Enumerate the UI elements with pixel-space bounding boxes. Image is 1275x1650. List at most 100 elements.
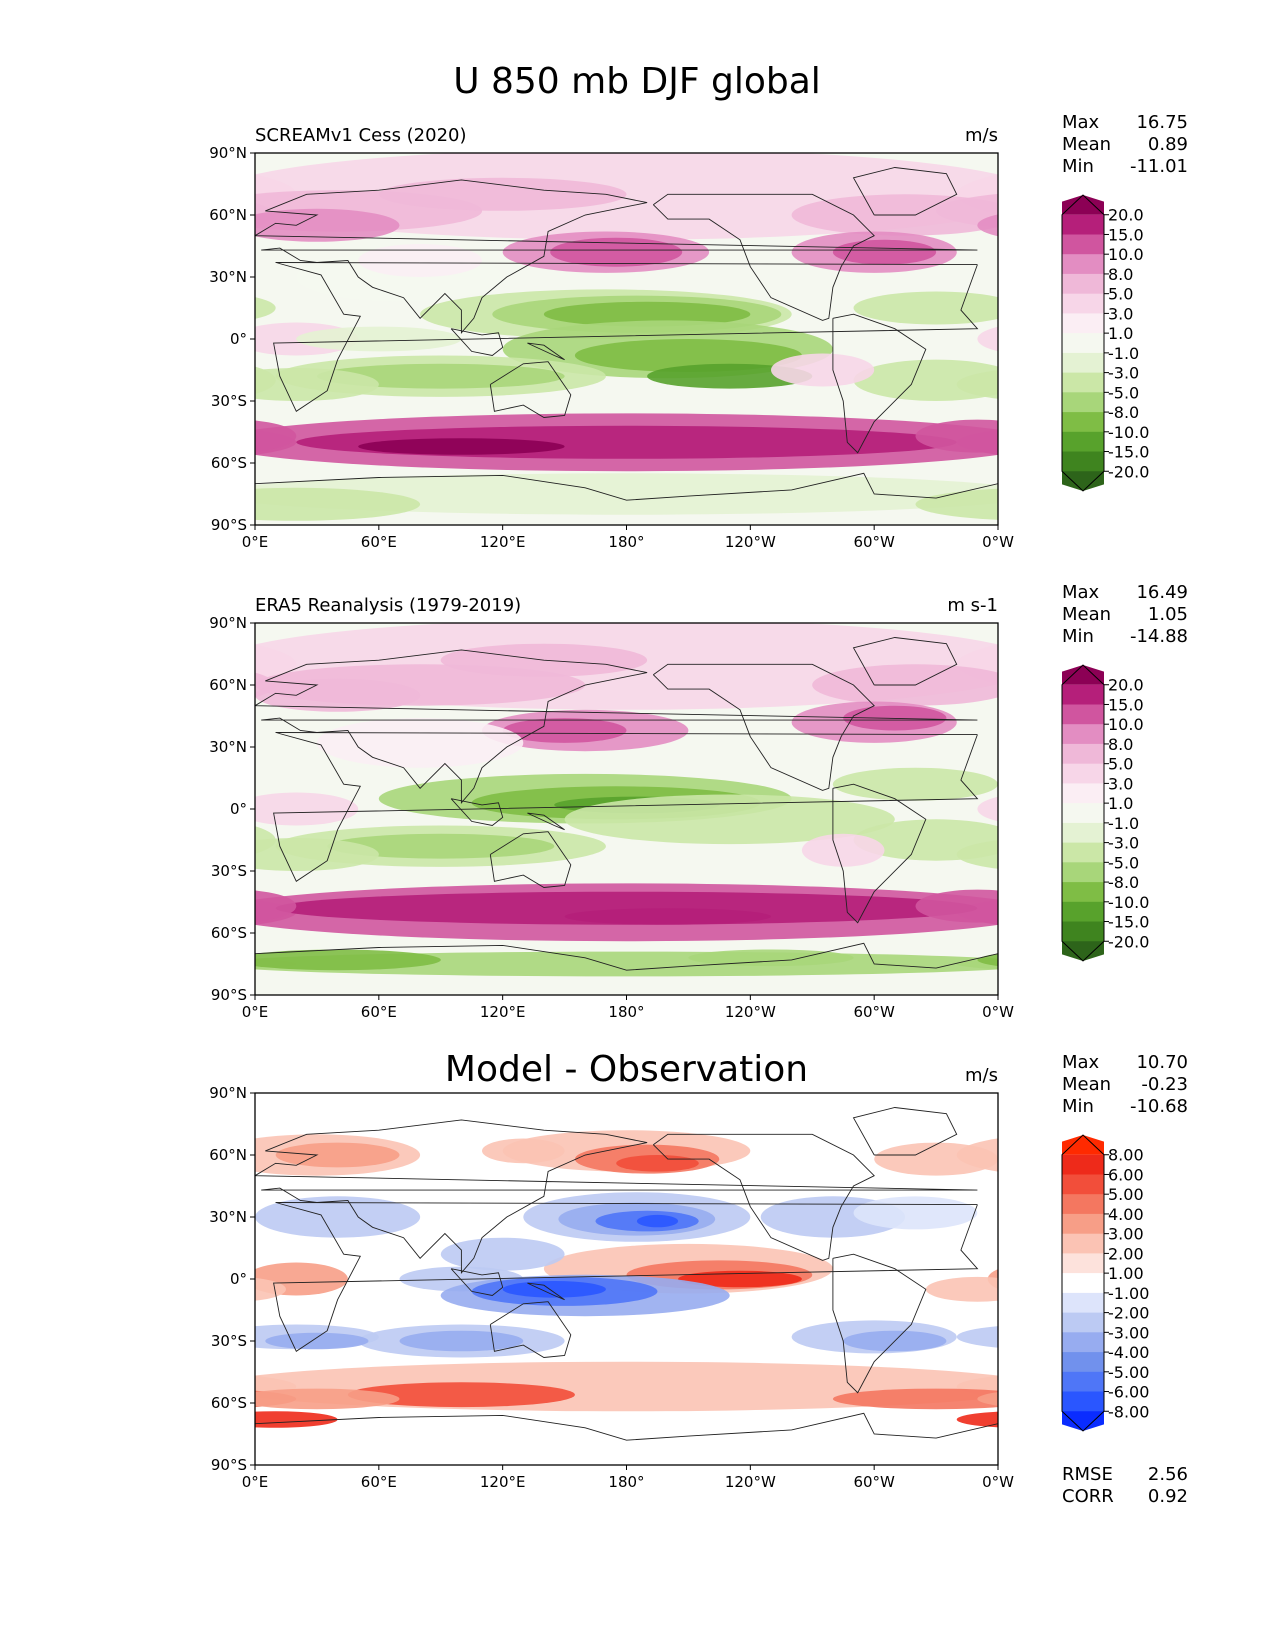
x-tick-label: 0°W: [982, 1003, 1014, 1021]
colorbar-label: -2.00: [1108, 1304, 1149, 1323]
colorbar-label: -8.0: [1108, 873, 1139, 892]
colorbar-label: 3.00: [1108, 1225, 1144, 1244]
stat-value: 16.75: [1136, 112, 1188, 133]
x-tick-label: 0°W: [982, 1473, 1014, 1491]
stat-value: 10.70: [1136, 1052, 1188, 1073]
colorbar-segment: [1062, 724, 1104, 745]
colorbar-segment: [1062, 763, 1104, 784]
x-tick-label: 180°: [608, 1003, 644, 1021]
colorbar-label: -5.0: [1108, 853, 1139, 872]
y-tick-label: 0°: [230, 330, 247, 348]
coastline: [652, 663, 875, 791]
colorbar-label: -20.0: [1108, 462, 1149, 481]
contour-region: [255, 890, 297, 922]
contour-region: [801, 833, 885, 867]
stat-value: 16.49: [1136, 582, 1188, 603]
panel-units: m s-1: [947, 595, 998, 616]
corr-value: 0.92: [1148, 1486, 1188, 1507]
stat-label: Max: [1062, 582, 1100, 603]
colorbar-label: -4.00: [1108, 1343, 1149, 1362]
contour-region: [378, 177, 627, 211]
stat-value: 1.05: [1148, 604, 1188, 625]
panel-title: Model - Observation: [445, 1049, 808, 1090]
colorbar-label: -6.00: [1108, 1383, 1149, 1402]
x-tick-label: 0°E: [242, 1473, 269, 1491]
colorbar-extend-max: [1062, 1135, 1104, 1155]
panel-obs: 0°E 60°E 120°E 180° 120°W 60°W 0°W 90°N 60°N 30°N…: [209, 582, 1188, 1021]
colorbar-segment: [1062, 412, 1104, 433]
contour-region: [358, 244, 482, 277]
colorbar-segment: [1062, 254, 1104, 275]
colorbar-label: 20.0: [1108, 676, 1144, 695]
panel-model: 0°E 60°E 120°E 180° 120°W 60°W 0°W 90°N 60°N 30°N…: [209, 112, 1188, 551]
x-tick-label: 120°W: [725, 533, 776, 551]
colorbar-label: 5.0: [1108, 755, 1133, 774]
colorbar-label: 15.0: [1108, 695, 1144, 714]
x-tick-label: 60°E: [361, 533, 397, 551]
contour-region: [265, 1332, 369, 1350]
contour-region: [915, 488, 998, 520]
figure-title: U 850 mb DJF global: [453, 61, 821, 102]
colorbar-segment: [1062, 783, 1104, 804]
contour-region: [832, 239, 937, 265]
colorbar-segment: [1062, 293, 1104, 314]
contour-region: [255, 1411, 338, 1428]
colorbar-label: 15.0: [1108, 225, 1144, 244]
colorbar-label: -20.0: [1108, 932, 1149, 951]
x-tick-label: 60°W: [853, 533, 895, 551]
colorbar-label: 3.0: [1108, 304, 1133, 323]
colorbar-label: -10.0: [1108, 423, 1149, 442]
colorbar-label: -8.00: [1108, 1402, 1149, 1421]
coastline: [489, 361, 572, 418]
coastline: [852, 637, 958, 686]
y-tick-label: 90°N: [209, 144, 247, 162]
contour-region: [317, 363, 565, 389]
coastline: [450, 328, 504, 356]
panel-diff: 0°E 60°E 120°E 180° 120°W 60°W 0°W 90°N 60°N 30°N…: [209, 1049, 1188, 1507]
contour-region: [255, 678, 421, 712]
contour-region: [255, 838, 379, 871]
colorbar-label: 6.00: [1108, 1165, 1144, 1184]
colorbar-segment: [1062, 1371, 1104, 1393]
colorbar-extend-min: [1062, 471, 1104, 491]
stat-value: 0.89: [1148, 134, 1188, 155]
colorbar-extend-max: [1062, 195, 1104, 215]
coastline: [527, 342, 565, 361]
contour-region: [853, 819, 998, 861]
colorbar-label: 1.0: [1108, 794, 1133, 813]
colorbar-segment: [1062, 1352, 1104, 1373]
coastline: [652, 193, 875, 321]
y-tick-label: 60°N: [209, 676, 247, 694]
map-area: [255, 623, 998, 995]
coastline: [255, 649, 978, 805]
colorbar-extend-max: [1062, 665, 1104, 685]
colorbar-label: -8.0: [1108, 403, 1139, 422]
coastline: [832, 1253, 927, 1394]
colorbar-segment: [1062, 704, 1104, 725]
colorbar-label: 10.0: [1108, 715, 1144, 734]
colorbar-segment: [1062, 1194, 1104, 1215]
colorbar-segment: [1062, 313, 1104, 334]
colorbar-label: 8.0: [1108, 265, 1133, 284]
contour-region: [255, 174, 297, 215]
colorbar-label: -5.00: [1108, 1363, 1149, 1382]
y-tick-label: 30°N: [209, 738, 247, 756]
contour-region: [482, 1138, 565, 1164]
contour-region: [255, 208, 400, 242]
contour-region: [275, 1142, 400, 1168]
stat-label: Min: [1062, 626, 1094, 647]
contour-region: [678, 1270, 802, 1288]
colorbar-segment: [1062, 372, 1104, 393]
map-area: [255, 1093, 998, 1465]
contour-region: [853, 1196, 978, 1230]
coastline: [255, 942, 998, 971]
coastline: [273, 732, 979, 882]
x-tick-label: 120°E: [480, 1003, 526, 1021]
colorbar-label: 20.0: [1108, 206, 1144, 225]
colorbar-segment: [1062, 1292, 1104, 1314]
colorbar-label: 5.0: [1108, 285, 1133, 304]
contour-region: [255, 368, 379, 401]
corr-label: CORR: [1062, 1486, 1114, 1507]
stat-label: Min: [1062, 156, 1094, 177]
